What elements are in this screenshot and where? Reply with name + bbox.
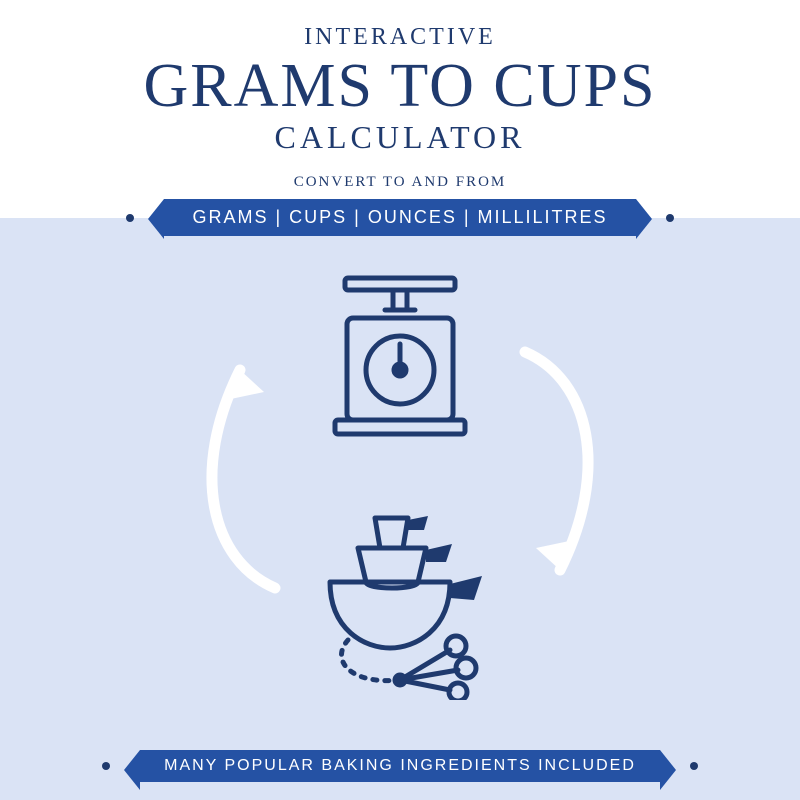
top-ribbon-text: GRAMS | CUPS | OUNCES | MILLILITRES	[192, 207, 607, 227]
header-line-main: GRAMS TO CUPS	[0, 55, 800, 117]
bottom-ribbon-text: MANY POPULAR BAKING INGREDIENTS INCLUDED	[164, 757, 636, 774]
bottom-ribbon-wrap: MANY POPULAR BAKING INGREDIENTS INCLUDED	[0, 750, 800, 782]
ribbon-dot-icon	[126, 214, 134, 222]
ribbon-dot-icon	[666, 214, 674, 222]
ribbon-dot-icon	[102, 762, 110, 770]
top-ribbon-wrap: GRAMS | CUPS | OUNCES | MILLILITRES	[0, 199, 800, 236]
infographic-container: INTERACTIVE GRAMS TO CUPS CALCULATOR CON…	[0, 0, 800, 800]
header-line-interactive: INTERACTIVE	[0, 24, 800, 51]
cycle-arrow-left-icon	[180, 330, 300, 610]
header-line-convert: CONVERT TO AND FROM	[0, 174, 800, 191]
header-block: INTERACTIVE GRAMS TO CUPS CALCULATOR CON…	[0, 0, 800, 191]
icons-area	[0, 270, 800, 710]
measuring-cups-icon	[300, 510, 500, 700]
header-line-calculator: CALCULATOR	[0, 119, 800, 156]
ribbon-dot-icon	[690, 762, 698, 770]
top-ribbon: GRAMS | CUPS | OUNCES | MILLILITRES	[164, 199, 635, 236]
bottom-ribbon: MANY POPULAR BAKING INGREDIENTS INCLUDED	[140, 750, 660, 782]
kitchen-scale-icon	[315, 270, 485, 440]
cycle-arrow-right-icon	[500, 330, 620, 610]
